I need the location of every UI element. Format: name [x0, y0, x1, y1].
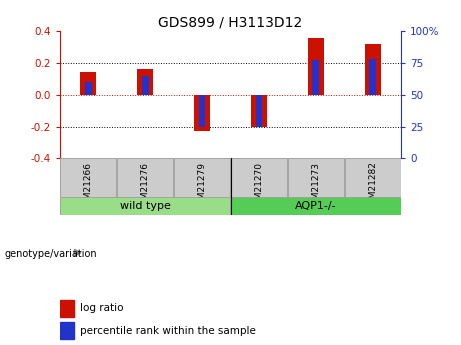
- Text: genotype/variation: genotype/variation: [5, 249, 97, 258]
- Bar: [80, 72, 96, 95]
- Text: GSM21273: GSM21273: [311, 161, 320, 210]
- Text: GSM21279: GSM21279: [198, 161, 207, 210]
- Bar: [60, 300, 74, 317]
- Text: GSM21266: GSM21266: [84, 161, 93, 210]
- Text: GSM21282: GSM21282: [368, 161, 377, 210]
- Bar: [365, 44, 381, 95]
- Text: log ratio: log ratio: [80, 303, 124, 313]
- Bar: [194, 95, 210, 130]
- Text: GSM21270: GSM21270: [254, 161, 263, 210]
- Bar: [308, 38, 324, 95]
- Text: AQP1-/-: AQP1-/-: [295, 201, 337, 211]
- Bar: [85, 82, 92, 95]
- Bar: [118, 158, 173, 197]
- Bar: [142, 76, 148, 95]
- Title: GDS899 / H3113D12: GDS899 / H3113D12: [159, 16, 302, 30]
- Bar: [199, 95, 206, 127]
- Bar: [251, 95, 267, 127]
- Bar: [345, 158, 401, 197]
- Bar: [288, 158, 343, 197]
- Text: percentile rank within the sample: percentile rank within the sample: [80, 326, 256, 336]
- Bar: [255, 95, 262, 127]
- Bar: [231, 197, 401, 215]
- Bar: [231, 158, 287, 197]
- Text: wild type: wild type: [120, 201, 171, 211]
- Bar: [369, 59, 376, 95]
- Bar: [60, 322, 74, 339]
- Bar: [60, 158, 116, 197]
- Bar: [313, 60, 319, 95]
- Bar: [137, 69, 153, 95]
- Bar: [60, 197, 230, 215]
- Bar: [174, 158, 230, 197]
- Text: GSM21276: GSM21276: [141, 161, 150, 210]
